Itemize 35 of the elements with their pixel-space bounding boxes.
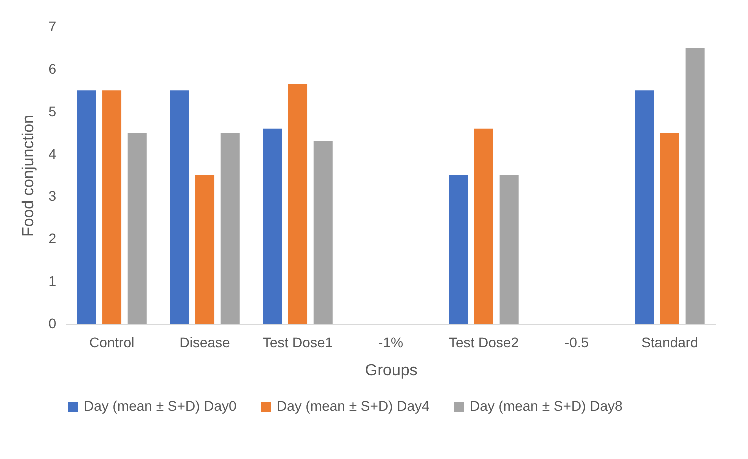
bar — [170, 90, 190, 324]
bar — [686, 48, 705, 324]
bar — [314, 142, 333, 324]
bar — [474, 128, 494, 324]
x-tick-label: Standard — [642, 334, 698, 350]
legend-label: Day (mean ± S+D) Day4 — [277, 398, 430, 414]
bar — [128, 133, 147, 324]
y-tick-label: 6 — [48, 60, 57, 77]
y-tick-label: 3 — [48, 188, 57, 204]
legend-label: Day (mean ± S+D) Day8 — [470, 398, 624, 414]
y-axis-title: Food conjunction — [20, 115, 38, 237]
bar — [500, 176, 519, 324]
x-tick-label: Test Dose2 — [448, 334, 520, 350]
bar — [263, 128, 282, 324]
bar — [660, 133, 680, 324]
bar — [288, 84, 308, 324]
bar — [77, 90, 96, 324]
bar — [635, 90, 654, 324]
y-tick-label: 0 — [48, 316, 57, 332]
y-tick-label: 7 — [48, 18, 57, 34]
bar — [220, 133, 240, 324]
x-axis-title: Groups — [365, 362, 418, 380]
x-tick-label: -1% — [378, 334, 404, 350]
bar — [449, 176, 468, 324]
legend-label: Day (mean ± S+D) Day0 — [84, 398, 238, 414]
y-tick-label: 2 — [48, 230, 57, 247]
y-tick-label: 4 — [48, 146, 57, 162]
x-tick-label: Control — [89, 334, 135, 350]
x-tick-label: Disease — [180, 334, 231, 350]
bar — [196, 176, 215, 324]
bar — [102, 90, 122, 324]
x-tick-label: Test Dose1 — [262, 334, 334, 350]
x-tick-label: -0.5 — [564, 334, 590, 350]
y-tick-label: 5 — [48, 103, 57, 120]
y-tick-label: 1 — [48, 273, 57, 290]
